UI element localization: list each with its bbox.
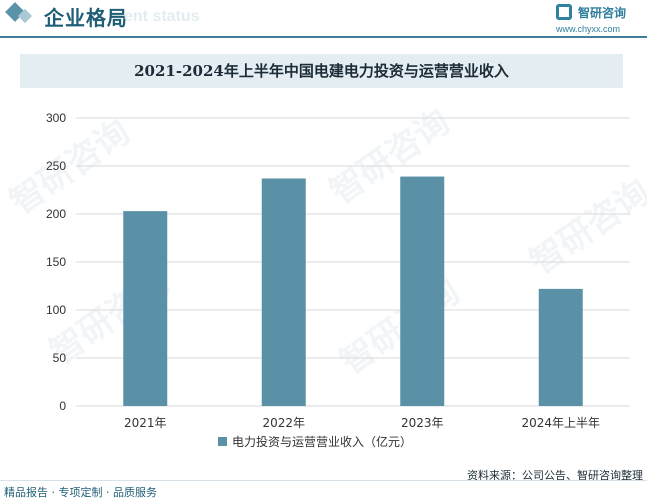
x-tick-label: 2023年 [401,416,444,430]
y-tick-label: 300 [46,111,66,125]
legend-label: 电力投资与运营营业收入（亿元） [232,434,412,449]
legend-swatch [218,437,227,446]
bar [261,178,306,406]
header: 企业格局 ent status 智研咨询 www.chyxx.com [0,0,647,34]
chart-title: 2021-2024年上半年中国电建电力投资与运营营业收入 [134,62,509,80]
bar [400,176,445,406]
y-tick-label: 150 [46,255,66,269]
logo-icon [556,4,572,20]
y-tick-label: 250 [46,159,66,173]
header-divider [0,36,647,38]
bar [123,211,168,406]
y-tick-label: 200 [46,207,66,221]
footer-divider [0,480,647,481]
header-subtitle: ent status [124,8,200,25]
chart-title-band: 2021-2024年上半年中国电建电力投资与运营营业收入 [20,54,623,88]
logo-url: www.chyxx.com [556,24,621,34]
header-title: 企业格局 [44,6,128,30]
x-tick-label: 2021年 [124,416,167,430]
y-tick-label: 0 [59,399,66,413]
source-note: 资料来源：公司公告、智研咨询整理 [467,469,643,482]
bar-chart: 0 50 100 150 200 250 300 2021年 2022年 2023年 2024年上… [46,111,630,449]
logo-text: 智研咨询 [578,6,627,20]
brand-logo: 智研咨询 www.chyxx.com [556,4,642,36]
footer-tagline: 精品报告 · 专项定制 · 品质服务 [4,486,157,499]
bar [538,288,583,406]
y-tick-label: 100 [46,303,66,317]
x-tick-label: 2024年上半年 [521,416,600,430]
x-tick-label: 2022年 [262,416,305,430]
y-tick-label: 50 [53,351,67,365]
